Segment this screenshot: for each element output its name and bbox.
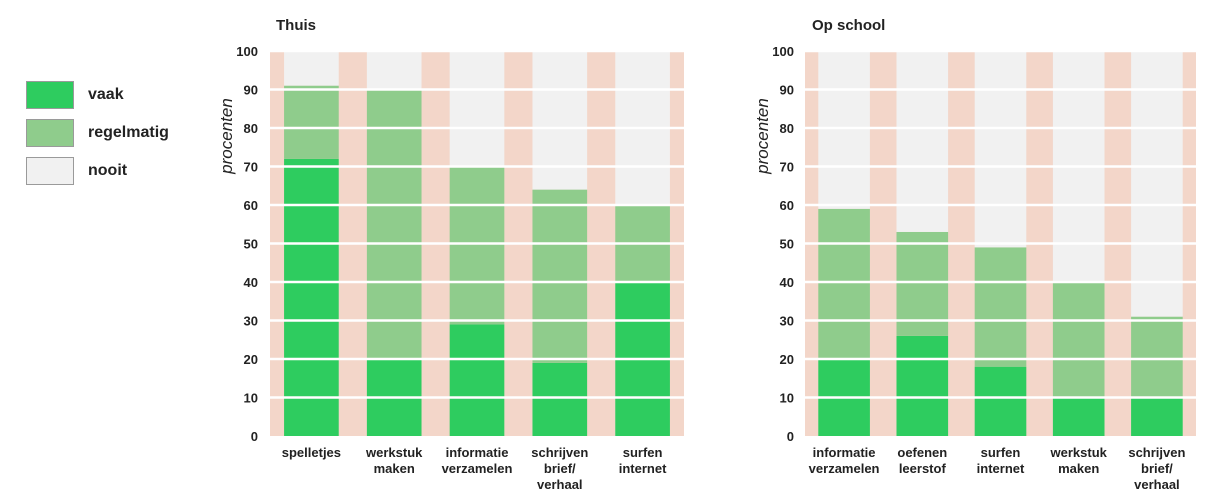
- legend-item-vaak: vaak: [26, 76, 169, 114]
- x-tick-label-line: maken: [1058, 461, 1099, 476]
- y-tick-label: 80: [244, 121, 258, 136]
- bar-segment-nooit: [366, 51, 422, 90]
- bar-segment-regelmatig: [1131, 316, 1183, 398]
- y-tick-label: 70: [244, 160, 258, 175]
- bar-segment-vaak: [1052, 397, 1105, 436]
- x-tick-label: informatie verzamelen: [809, 445, 880, 476]
- y-tick-label: 30: [780, 314, 794, 329]
- x-tick-label-line: schrijven: [1128, 445, 1185, 460]
- bar-segment-nooit: [896, 51, 949, 232]
- bar-segment-nooit: [818, 51, 870, 209]
- y-tick-label: 10: [780, 391, 794, 406]
- bar-segment-regelmatig: [532, 189, 588, 363]
- legend-label-vaak: vaak: [88, 86, 124, 103]
- x-tick-label-line: verzamelen: [809, 461, 880, 476]
- x-tick-label-line: werkstuk: [1050, 445, 1108, 460]
- x-tick-label: oefenen leerstof: [897, 445, 947, 476]
- x-tick-label: spelletjes: [282, 445, 341, 460]
- bar-segment-regelmatig: [896, 231, 949, 336]
- bar-segment-regelmatig: [366, 89, 422, 359]
- x-tick-label-line: informatie: [813, 445, 876, 460]
- x-tick-label: surfen internet: [977, 445, 1025, 476]
- bar-segment-vaak: [449, 324, 505, 436]
- bar-segment-regelmatig: [974, 247, 1027, 367]
- legend-item-nooit: nooit: [26, 152, 169, 190]
- bar-segment-nooit: [974, 51, 1027, 248]
- bar-segment-nooit: [449, 51, 505, 167]
- x-tick-label-line: surfen: [623, 445, 663, 460]
- x-tick-label: werkstuk maken: [1050, 445, 1108, 476]
- y-tick-label: 50: [244, 237, 258, 252]
- bar-segment-nooit: [284, 51, 339, 86]
- x-tick-label-line: oefenen: [897, 445, 947, 460]
- y-tick-label: 80: [780, 121, 794, 136]
- y-tick-label: 0: [251, 429, 258, 444]
- x-tick-label-line: internet: [977, 461, 1025, 476]
- bar-segment-regelmatig: [818, 208, 870, 359]
- x-tick-label-line: maken: [374, 461, 415, 476]
- x-tick-label: werkstuk maken: [365, 445, 423, 476]
- bar-segment-nooit: [1131, 51, 1183, 317]
- x-tick-label: schrijven brief/verhaal: [531, 445, 588, 492]
- legend-label-regelmatig: regelmatig: [88, 124, 169, 141]
- y-axis-label: procenten: [753, 98, 772, 175]
- bar-segment-regelmatig: [1052, 282, 1105, 398]
- legend-swatch-vaak: [26, 81, 74, 109]
- legend-label-nooit: nooit: [88, 162, 128, 179]
- y-tick-label: 30: [244, 314, 258, 329]
- x-tick-label-line: informatie: [446, 445, 509, 460]
- chart-title: Op school: [812, 17, 885, 34]
- chart-title: Thuis: [276, 17, 316, 34]
- legend-swatch-nooit: [26, 157, 74, 185]
- legend: vaak regelmatig nooit: [26, 76, 169, 190]
- bar-segment-vaak: [1131, 397, 1183, 436]
- y-tick-label: 40: [780, 275, 794, 290]
- x-tick-label-line: verhaal: [1134, 477, 1180, 492]
- y-tick-label: 20: [244, 352, 258, 367]
- x-tick-label-line: verzamelen: [442, 461, 513, 476]
- x-tick-label: surfen internet: [619, 445, 667, 476]
- x-tick-label-line: brief/: [544, 461, 576, 476]
- x-tick-label-line: surfen: [981, 445, 1021, 460]
- x-tick-label: schrijven brief/verhaal: [1128, 445, 1185, 492]
- y-tick-label: 40: [244, 275, 258, 290]
- x-tick-label-line: schrijven: [531, 445, 588, 460]
- x-tick-label-line: werkstuk: [365, 445, 423, 460]
- x-tick-label-line: verhaal: [537, 477, 583, 492]
- x-tick-label: informatie verzamelen: [442, 445, 513, 476]
- bar-segment-vaak: [974, 366, 1027, 436]
- y-tick-label: 100: [236, 44, 258, 59]
- x-tick-label-line: leerstof: [899, 461, 947, 476]
- legend-item-regelmatig: regelmatig: [26, 114, 169, 152]
- bar-segment-regelmatig: [449, 166, 505, 325]
- y-tick-label: 50: [780, 237, 794, 252]
- y-tick-label: 20: [780, 352, 794, 367]
- y-tick-label: 90: [780, 83, 794, 98]
- bar-segment-regelmatig: [284, 85, 339, 159]
- y-axis-label: procenten: [217, 98, 236, 175]
- y-tick-label: 10: [244, 391, 258, 406]
- bar-segment-vaak: [532, 362, 588, 436]
- x-tick-label-line: spelletjes: [282, 445, 341, 460]
- y-tick-label: 0: [787, 429, 794, 444]
- y-tick-label: 70: [780, 160, 794, 175]
- legend-swatch-regelmatig: [26, 119, 74, 147]
- y-tick-label: 60: [244, 198, 258, 213]
- y-tick-label: 90: [244, 83, 258, 98]
- bar-segment-vaak: [896, 335, 949, 436]
- x-tick-label-line: internet: [619, 461, 667, 476]
- x-tick-label-line: brief/: [1141, 461, 1173, 476]
- y-tick-label: 60: [780, 198, 794, 213]
- y-tick-label: 100: [772, 44, 794, 59]
